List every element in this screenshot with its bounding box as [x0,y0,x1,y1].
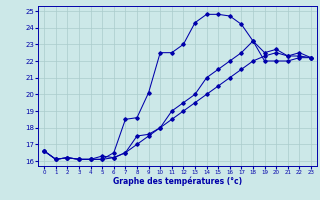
X-axis label: Graphe des températures (°c): Graphe des températures (°c) [113,177,242,186]
